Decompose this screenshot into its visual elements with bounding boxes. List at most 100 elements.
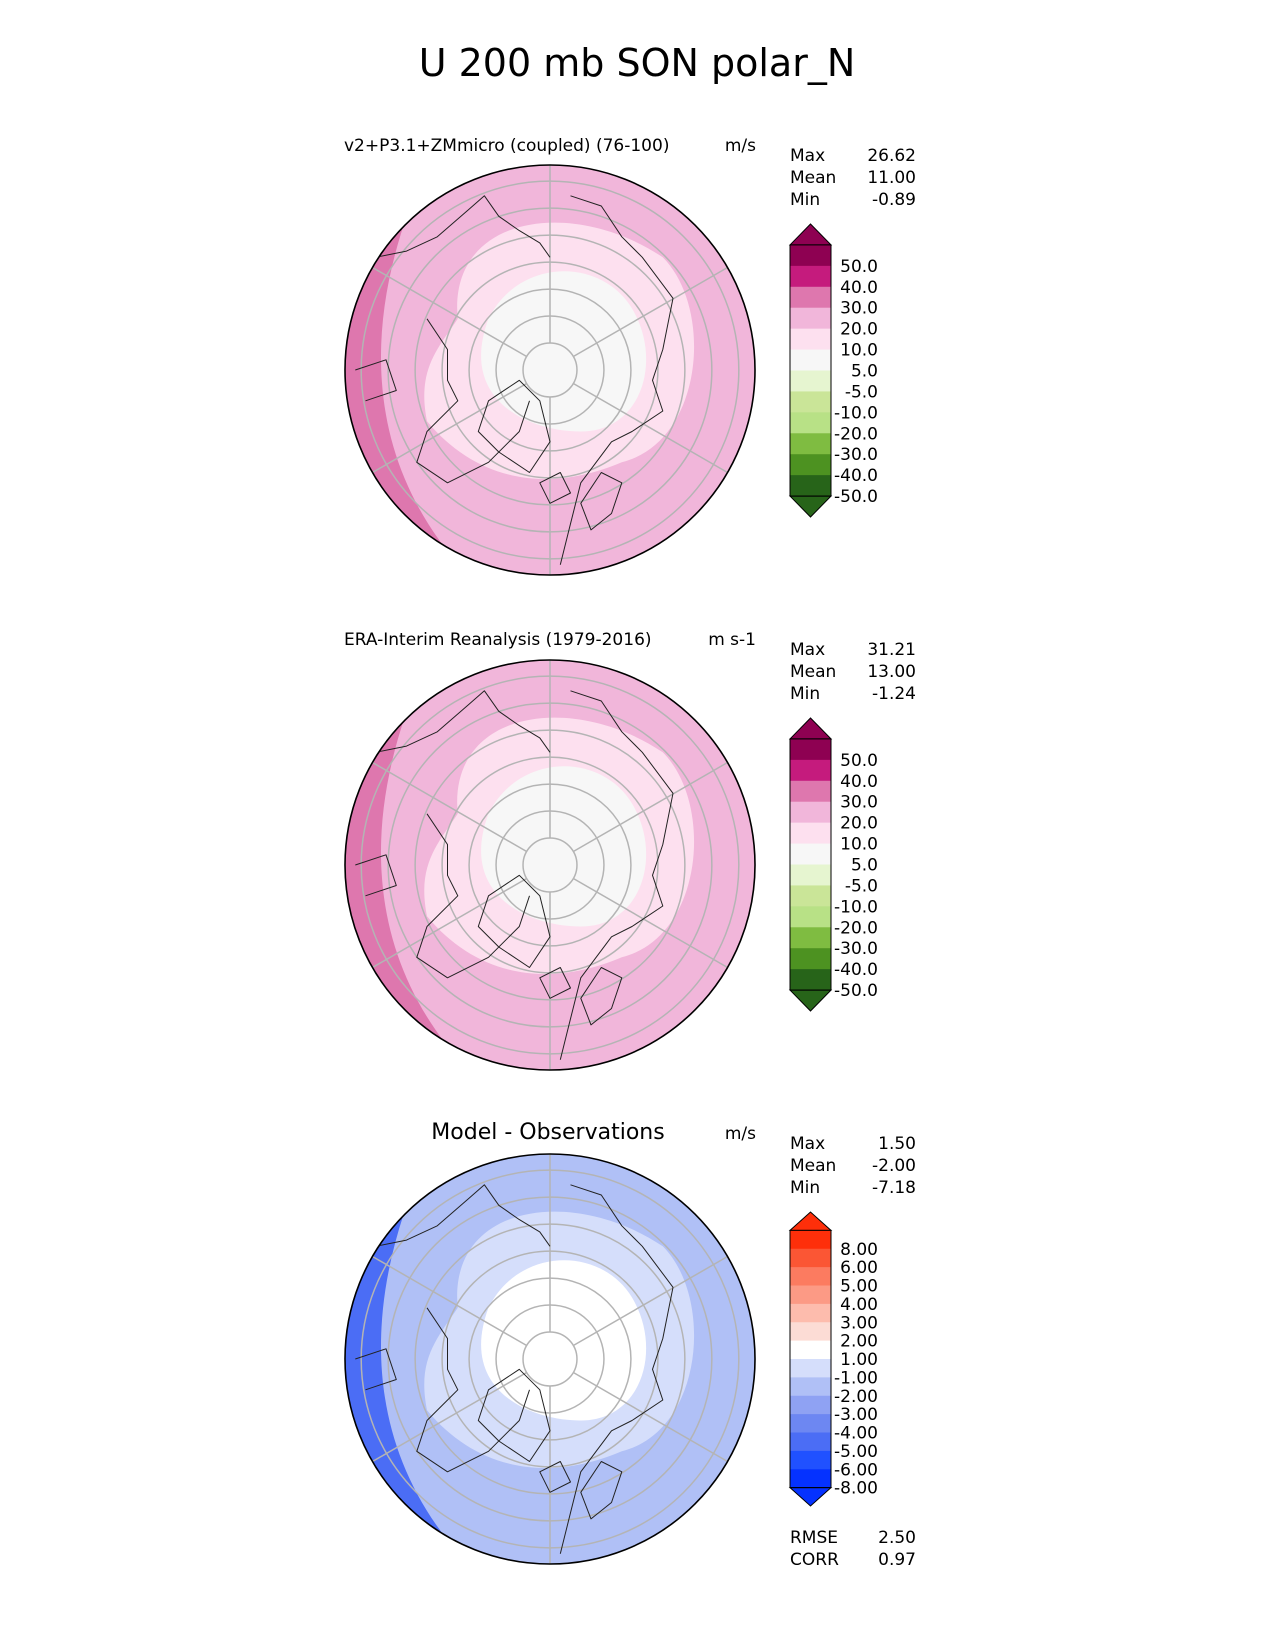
colorbar-tick-label: 5.0 <box>851 362 878 382</box>
coastline-alaska <box>355 359 397 402</box>
colorbar-swatch <box>790 328 831 351</box>
colorbar-swatch <box>790 1450 831 1470</box>
map-outline <box>344 164 756 576</box>
colorbar-swatch <box>790 244 831 267</box>
colorbar-tick-label: 10.0 <box>840 835 878 855</box>
colorbar-tick-label: -30.0 <box>834 939 878 959</box>
colorbar-swatch <box>790 885 831 907</box>
stats-block: Max 26.62 Mean 11.00 Min -0.89 <box>790 146 916 210</box>
map-outline <box>344 659 756 1071</box>
colorbar-tick-label: -4.00 <box>834 1424 878 1444</box>
colorbar-swatch <box>790 1469 831 1489</box>
colorbar-tick-label: -20.0 <box>834 424 878 444</box>
colorbar-tick-label: -2.00 <box>834 1387 878 1407</box>
colorbar-swatch <box>790 948 831 970</box>
colorbar-swatch <box>790 1414 831 1433</box>
panel-title: ERA-Interim Reanalysis (1979-2016) <box>344 630 652 650</box>
colorbar-swatch <box>790 780 831 803</box>
coastline-canada-arctic <box>416 318 530 484</box>
coastline-north-america <box>375 690 551 753</box>
coastline-scandinavia <box>580 472 623 531</box>
panel-difference: Model - Observations m/s Max 1.50 Mean -… <box>344 1120 916 1570</box>
colorbar-swatch <box>790 349 831 371</box>
colorbar-tick-label: 3.00 <box>840 1313 878 1333</box>
colorbar-tick-label: 5.00 <box>840 1277 878 1297</box>
coastline-alaska <box>355 1348 397 1391</box>
meridian-gridline <box>572 1371 728 1463</box>
colorbar-swatch <box>790 475 831 497</box>
rmse-value: 2.50 <box>878 1528 916 1548</box>
meridian-gridline <box>572 877 728 969</box>
stat-mean-label: Mean <box>790 168 836 188</box>
colorbar-swatch <box>790 370 831 392</box>
figure-title: U 200 mb SON polar_N <box>419 41 856 85</box>
colorbar-tick-label: -30.0 <box>834 445 878 465</box>
stat-max-label: Max <box>790 1134 825 1154</box>
stat-min-value: -0.89 <box>872 190 916 210</box>
colorbar-tick-label: 20.0 <box>840 814 878 834</box>
coastline-iceland <box>539 967 571 999</box>
colorbar-tick-label: -10.0 <box>834 403 878 423</box>
coastline-scandinavia <box>580 967 623 1026</box>
colorbar-tick-label: 2.00 <box>840 1332 878 1352</box>
colorbar-tick-label: -5.0 <box>845 382 878 402</box>
colorbar: 50.040.030.020.010.05.0-5.0-10.0-20.0-30… <box>788 223 878 518</box>
colorbar-frame <box>789 1229 832 1489</box>
corr-value: 0.97 <box>878 1550 916 1570</box>
meridian-gridline <box>372 1255 528 1347</box>
colorbar-tick-label: -6.00 <box>834 1460 878 1480</box>
stat-min-label: Min <box>790 684 820 704</box>
stat-mean-label: Mean <box>790 662 836 682</box>
stat-max-value: 26.62 <box>867 146 916 166</box>
coastline-eurasia <box>559 690 674 1060</box>
colorbar-extend-upper <box>788 717 833 740</box>
coastline-scandinavia <box>580 1461 623 1520</box>
colorbar-swatch <box>790 1359 831 1378</box>
colorbar-swatch <box>790 1377 831 1397</box>
coastline-eurasia <box>559 1184 674 1554</box>
meridian-gridline <box>572 382 728 474</box>
metrics-block: RMSE 2.50 CORR 0.97 <box>790 1528 916 1570</box>
map-outline <box>344 1153 756 1565</box>
colorbar-swatch <box>790 969 831 991</box>
colorbar-extend-lower <box>788 495 833 518</box>
colorbar-frame <box>789 244 832 497</box>
colorbar-swatch <box>790 1395 831 1415</box>
meridian-gridline <box>372 382 528 474</box>
colorbar-swatch <box>790 738 831 761</box>
colorbar-tick-label: 20.0 <box>840 320 878 340</box>
panel-observations: ERA-Interim Reanalysis (1979-2016) m s-1… <box>344 630 916 1071</box>
colorbar-tick-label: 5.0 <box>851 856 878 876</box>
colorbar-extend-lower <box>788 1487 833 1507</box>
colorbar-swatch <box>790 927 831 949</box>
stat-mean-label: Mean <box>790 1156 836 1176</box>
colorbar-tick-label: 30.0 <box>840 299 878 319</box>
meridian-gridline <box>572 761 728 853</box>
stats-block: Max 31.21 Mean 13.00 Min -1.24 <box>790 640 916 704</box>
colorbar-swatch <box>790 433 831 455</box>
coastline-iceland <box>539 1461 571 1493</box>
coastline-north-america <box>375 195 551 258</box>
coastline-eurasia <box>559 195 674 565</box>
colorbar-tick-label: -5.00 <box>834 1442 878 1462</box>
coastline-greenland <box>477 874 551 968</box>
colorbar-swatch <box>790 843 831 865</box>
colorbar-swatch <box>790 759 831 782</box>
colorbar-tick-label: 10.0 <box>840 341 878 361</box>
colorbar-swatch <box>790 454 831 476</box>
meridian-gridline <box>372 1371 528 1463</box>
panel-units: m/s <box>725 1124 756 1144</box>
coastline-iceland <box>539 472 571 504</box>
coastline-greenland <box>477 1368 551 1462</box>
coastline-canada-arctic <box>416 813 530 979</box>
colorbar-tick-label: -50.0 <box>834 487 878 507</box>
stat-min-label: Min <box>790 190 820 210</box>
meridian-gridline <box>372 761 528 853</box>
colorbar-tick-label: -5.0 <box>845 876 878 896</box>
colorbar: 8.006.005.004.003.002.001.00-1.00-2.00-3… <box>788 1211 878 1507</box>
colorbar-tick-label: 40.0 <box>840 278 878 298</box>
stat-mean-value: 11.00 <box>867 168 916 188</box>
stat-min-label: Min <box>790 1178 820 1198</box>
stat-max-label: Max <box>790 146 825 166</box>
colorbar-swatch <box>790 822 831 845</box>
